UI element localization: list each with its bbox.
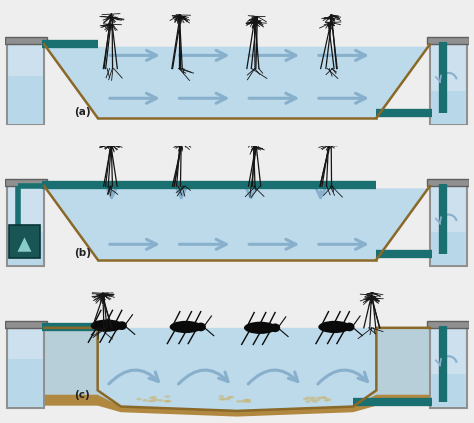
Polygon shape xyxy=(46,47,428,118)
Ellipse shape xyxy=(164,395,170,398)
Ellipse shape xyxy=(246,399,251,401)
Ellipse shape xyxy=(148,400,153,402)
Polygon shape xyxy=(44,328,430,411)
Ellipse shape xyxy=(324,399,329,402)
FancyBboxPatch shape xyxy=(431,91,465,124)
FancyBboxPatch shape xyxy=(7,44,44,124)
FancyBboxPatch shape xyxy=(430,44,467,124)
FancyBboxPatch shape xyxy=(9,233,43,265)
Ellipse shape xyxy=(236,400,242,403)
Text: (a): (a) xyxy=(74,107,91,117)
FancyBboxPatch shape xyxy=(9,225,39,258)
Ellipse shape xyxy=(219,395,224,398)
FancyBboxPatch shape xyxy=(9,76,43,124)
FancyBboxPatch shape xyxy=(430,185,467,266)
Ellipse shape xyxy=(344,323,355,331)
Ellipse shape xyxy=(310,398,315,401)
FancyBboxPatch shape xyxy=(7,327,44,408)
Ellipse shape xyxy=(196,323,206,331)
Ellipse shape xyxy=(117,321,127,330)
FancyBboxPatch shape xyxy=(5,321,46,328)
Ellipse shape xyxy=(166,400,172,402)
Ellipse shape xyxy=(221,398,227,401)
Ellipse shape xyxy=(321,396,327,399)
FancyBboxPatch shape xyxy=(431,233,465,265)
Ellipse shape xyxy=(243,399,248,402)
FancyBboxPatch shape xyxy=(428,179,469,186)
Polygon shape xyxy=(46,188,428,260)
Ellipse shape xyxy=(227,396,232,399)
FancyBboxPatch shape xyxy=(7,185,44,266)
Ellipse shape xyxy=(150,399,156,402)
Ellipse shape xyxy=(151,396,157,398)
Ellipse shape xyxy=(310,397,316,399)
Ellipse shape xyxy=(317,396,322,399)
Ellipse shape xyxy=(270,324,280,332)
Ellipse shape xyxy=(153,398,159,401)
Ellipse shape xyxy=(170,321,202,333)
FancyBboxPatch shape xyxy=(428,321,469,328)
Ellipse shape xyxy=(303,398,309,400)
Ellipse shape xyxy=(244,322,276,334)
Ellipse shape xyxy=(157,399,163,402)
Text: (b): (b) xyxy=(74,248,91,258)
Ellipse shape xyxy=(219,398,224,401)
Ellipse shape xyxy=(315,398,320,401)
Ellipse shape xyxy=(137,398,142,400)
Ellipse shape xyxy=(240,400,246,403)
FancyBboxPatch shape xyxy=(5,179,46,186)
Ellipse shape xyxy=(326,398,331,401)
Ellipse shape xyxy=(246,401,251,403)
Ellipse shape xyxy=(149,397,155,399)
Ellipse shape xyxy=(305,400,310,403)
Ellipse shape xyxy=(142,399,148,402)
FancyBboxPatch shape xyxy=(5,38,46,44)
Ellipse shape xyxy=(228,396,234,398)
Text: (c): (c) xyxy=(74,390,90,400)
Ellipse shape xyxy=(91,319,123,332)
Ellipse shape xyxy=(225,398,230,400)
Polygon shape xyxy=(18,237,31,252)
Polygon shape xyxy=(44,328,430,417)
Ellipse shape xyxy=(244,398,250,401)
Ellipse shape xyxy=(320,396,326,399)
Ellipse shape xyxy=(319,321,351,333)
FancyBboxPatch shape xyxy=(9,359,43,407)
Ellipse shape xyxy=(163,400,169,403)
FancyBboxPatch shape xyxy=(430,327,467,408)
Ellipse shape xyxy=(306,396,311,399)
FancyBboxPatch shape xyxy=(431,374,465,407)
Ellipse shape xyxy=(165,400,171,402)
Ellipse shape xyxy=(312,400,318,403)
FancyBboxPatch shape xyxy=(428,38,469,44)
